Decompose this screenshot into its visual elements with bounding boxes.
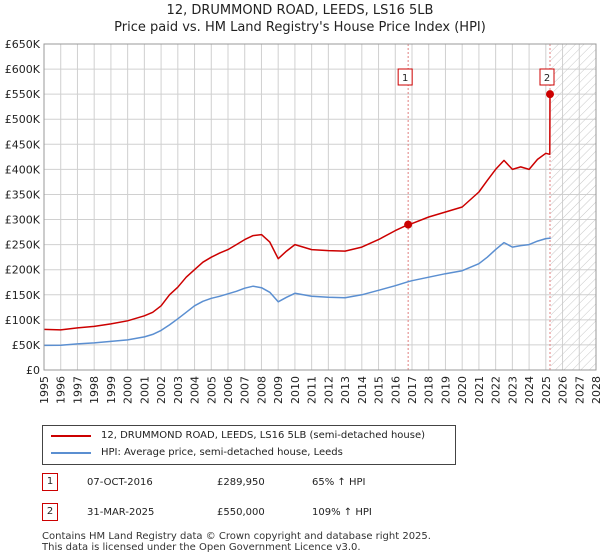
x-tick-label: 2006: [222, 376, 235, 404]
legend-label-hpi: HPI: Average price, semi-detached house,…: [101, 447, 343, 458]
x-tick-label: 2022: [490, 376, 503, 404]
chart-legend: 12, DRUMMOND ROAD, LEEDS, LS16 5LB (semi…: [42, 425, 456, 465]
y-tick-label: £650K: [5, 38, 41, 51]
x-tick-label: 2028: [590, 376, 600, 404]
sale-date: 07-OCT-2016: [87, 477, 153, 488]
y-tick-label: £350K: [5, 188, 41, 201]
x-tick-label: 2001: [138, 376, 151, 404]
y-tick-label: £300K: [5, 214, 41, 227]
x-tick-label: 2023: [506, 376, 519, 404]
y-tick-label: £450K: [5, 138, 41, 151]
property-series-line: [43, 93, 552, 331]
y-tick-label: £50K: [12, 339, 41, 352]
x-tick-label: 2007: [239, 376, 252, 404]
x-tick-label: 2012: [322, 376, 335, 404]
x-tick-label: 2016: [389, 376, 402, 404]
x-tick-label: 2015: [373, 376, 386, 404]
y-tick-label: £400K: [5, 163, 41, 176]
x-tick-label: 2003: [172, 376, 185, 404]
x-tick-label: 2011: [306, 376, 319, 404]
sale-hpi-change: 109% ↑ HPI: [312, 507, 372, 518]
x-tick-label: 2000: [122, 376, 135, 404]
sale-point: [404, 220, 413, 229]
title-address: 12, DRUMMOND ROAD, LEEDS, LS16 5LB: [166, 3, 434, 18]
x-tick-label: 2014: [356, 376, 369, 404]
x-tick-label: 2017: [406, 376, 419, 404]
sale-date: 31-MAR-2025: [87, 507, 155, 518]
x-tick-label: 2025: [540, 376, 553, 404]
x-tick-label: 2008: [255, 376, 268, 404]
x-tick-label: 2019: [439, 376, 452, 404]
x-tick-label: 2020: [456, 376, 469, 404]
sale-hpi-change: 65% ↑ HPI: [312, 477, 366, 488]
footer-copyright: Contains HM Land Registry data © Crown c…: [42, 531, 431, 542]
y-tick-label: £600K: [5, 63, 41, 76]
sale-point: [546, 90, 554, 99]
hpi-series-line: [43, 237, 551, 347]
x-tick-label: 1999: [105, 376, 118, 404]
x-tick-label: 1997: [71, 376, 84, 404]
future-hatch-region: [550, 44, 596, 370]
x-tick-label: 2024: [523, 376, 536, 404]
sale-marker-label: 1: [402, 73, 408, 84]
y-tick-label: £0: [26, 364, 40, 377]
chart-title: 12, DRUMMOND ROAD, LEEDS, LS16 5LB Price…: [0, 2, 600, 36]
x-tick-label: 1995: [38, 376, 51, 404]
y-tick-label: £100K: [5, 314, 41, 327]
legend-swatch-hpi: [51, 452, 91, 454]
x-tick-label: 2027: [573, 376, 586, 404]
title-subtitle: Price paid vs. HM Land Registry's House …: [114, 20, 486, 35]
attribution-footer: Contains HM Land Registry data © Crown c…: [42, 531, 431, 553]
legend-label-property: 12, DRUMMOND ROAD, LEEDS, LS16 5LB (semi…: [101, 430, 425, 441]
sale-price: £289,950: [217, 477, 265, 488]
y-tick-label: £550K: [5, 88, 41, 101]
sale-marker-box: [539, 68, 555, 86]
sale-number-badge: 2: [42, 503, 58, 521]
sale-marker-box: [397, 68, 413, 86]
x-tick-label: 2005: [205, 376, 218, 404]
y-tick-label: £150K: [5, 289, 41, 302]
x-tick-label: 2002: [155, 376, 168, 404]
x-tick-label: 2010: [289, 376, 302, 404]
y-tick-label: £200K: [5, 264, 41, 277]
y-tick-label: £500K: [5, 113, 41, 126]
plot-border: [43, 43, 597, 371]
x-tick-label: 2004: [189, 376, 202, 404]
legend-swatch-property: [51, 435, 91, 437]
x-tick-label: 2026: [557, 376, 570, 404]
x-tick-label: 2009: [272, 376, 285, 404]
sale-price: £550,000: [217, 507, 265, 518]
sale-marker-label: 2: [544, 73, 550, 84]
price-chart: 1 2 £0 £50K £100K £150K £200K £250K £300K £350K £…: [5, 38, 600, 404]
x-tick-label: 1996: [55, 376, 68, 404]
x-tick-label: 2021: [473, 376, 486, 404]
plot-background: [44, 44, 596, 370]
footer-license: This data is licensed under the Open Gov…: [42, 542, 361, 553]
x-tick-label: 2013: [339, 376, 352, 404]
sale-number-badge: 1: [42, 473, 58, 491]
x-tick-label: 1998: [88, 376, 101, 404]
y-tick-label: £250K: [5, 239, 41, 252]
x-tick-label: 2018: [423, 376, 436, 404]
